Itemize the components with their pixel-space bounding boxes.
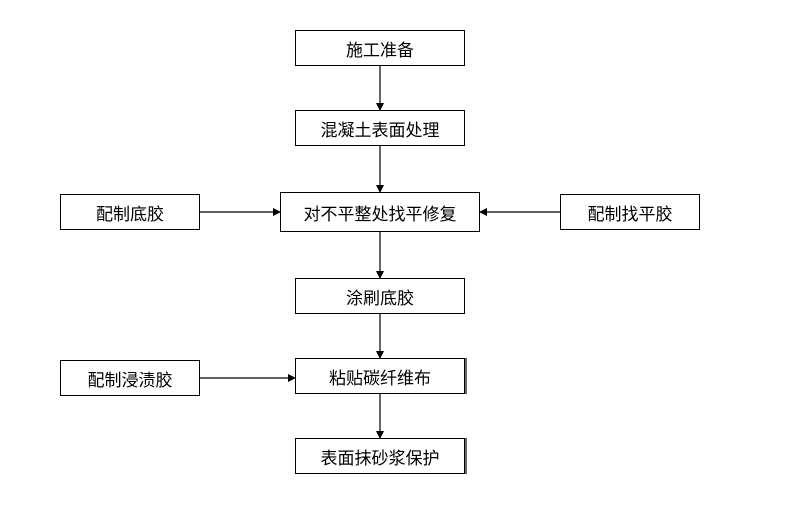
flowchart-node: 表面抹砂浆保护 [295, 438, 465, 474]
flowchart-node: 配制浸渍胶 [60, 360, 200, 396]
flowchart-node-label: 施工准备 [346, 36, 414, 61]
flowchart-node-label: 配制浸渍胶 [88, 366, 173, 391]
flowchart-node-label: 表面抹砂浆保护 [321, 444, 440, 469]
flowchart-node: 粘贴碳纤维布 [295, 358, 465, 394]
flowchart-node-label: 配制底胶 [96, 200, 164, 225]
flowchart-node: 配制底胶 [60, 194, 200, 230]
flowchart-node: 涂刷底胶 [295, 278, 465, 314]
flowchart-node: 施工准备 [295, 30, 465, 66]
flowchart-node: 配制找平胶 [560, 194, 700, 230]
flowchart-node-label: 混凝土表面处理 [321, 116, 440, 141]
flowchart-node-label: 粘贴碳纤维布 [329, 364, 431, 389]
flowchart-node-label: 配制找平胶 [588, 200, 673, 225]
flowchart-canvas: 施工准备混凝土表面处理对不平整处找平修复涂刷底胶粘贴碳纤维布表面抹砂浆保护 配制底… [0, 0, 800, 530]
flowchart-node-label: 涂刷底胶 [346, 284, 414, 309]
flowchart-node: 混凝土表面处理 [295, 110, 465, 146]
flowchart-node-label: 对不平整处找平修复 [304, 200, 457, 225]
flowchart-node: 对不平整处找平修复 [280, 192, 480, 232]
